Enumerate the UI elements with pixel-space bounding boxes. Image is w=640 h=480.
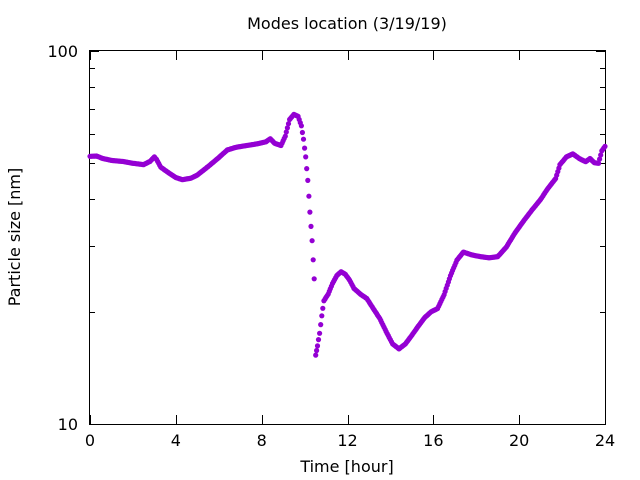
data-point	[299, 129, 305, 136]
data-point	[308, 223, 314, 229]
x-tick-label: 12	[337, 431, 357, 450]
data-point	[298, 123, 304, 129]
data-point	[317, 330, 323, 336]
data-point	[313, 352, 319, 358]
x-tick-label: 8	[257, 431, 267, 450]
data-point	[300, 136, 307, 142]
data-point	[285, 121, 292, 127]
data-point	[302, 145, 308, 151]
data-points	[87, 111, 608, 358]
data-point	[309, 238, 315, 244]
data-point	[318, 322, 324, 328]
plot-frame	[89, 50, 606, 425]
x-tick-label: 0	[85, 431, 95, 450]
data-point	[314, 343, 321, 349]
y-axis-label: Particle size [nm]	[5, 168, 24, 307]
data-point	[282, 133, 288, 139]
x-tick-label: 4	[171, 431, 181, 450]
data-point	[303, 154, 309, 160]
data-point	[307, 209, 313, 215]
x-tick-label: 20	[509, 431, 529, 450]
x-tick-label: 24	[595, 431, 615, 450]
data-point	[596, 160, 602, 166]
data-point	[305, 177, 311, 183]
data-point	[283, 129, 289, 135]
data-point	[598, 152, 604, 158]
data-point	[310, 257, 316, 263]
data-point	[314, 347, 320, 354]
axis-ticks	[90, 51, 606, 425]
x-axis-label: Time [hour]	[299, 457, 393, 476]
data-point	[602, 143, 608, 149]
data-point	[320, 305, 326, 311]
data-point	[306, 193, 312, 199]
x-tick-label: 16	[423, 431, 443, 450]
tick-labels: 0 4 8 12 16 20 24 10 100	[47, 42, 615, 450]
data-point	[311, 276, 317, 282]
y-tick-label: 10	[58, 415, 78, 434]
y-tick-label: 100	[47, 42, 78, 61]
data-point	[315, 337, 322, 343]
chart-title: Modes location (3/19/19)	[247, 14, 447, 33]
data-point	[304, 166, 310, 172]
data-point	[284, 125, 290, 131]
data-point	[597, 156, 603, 162]
data-point	[319, 313, 325, 319]
